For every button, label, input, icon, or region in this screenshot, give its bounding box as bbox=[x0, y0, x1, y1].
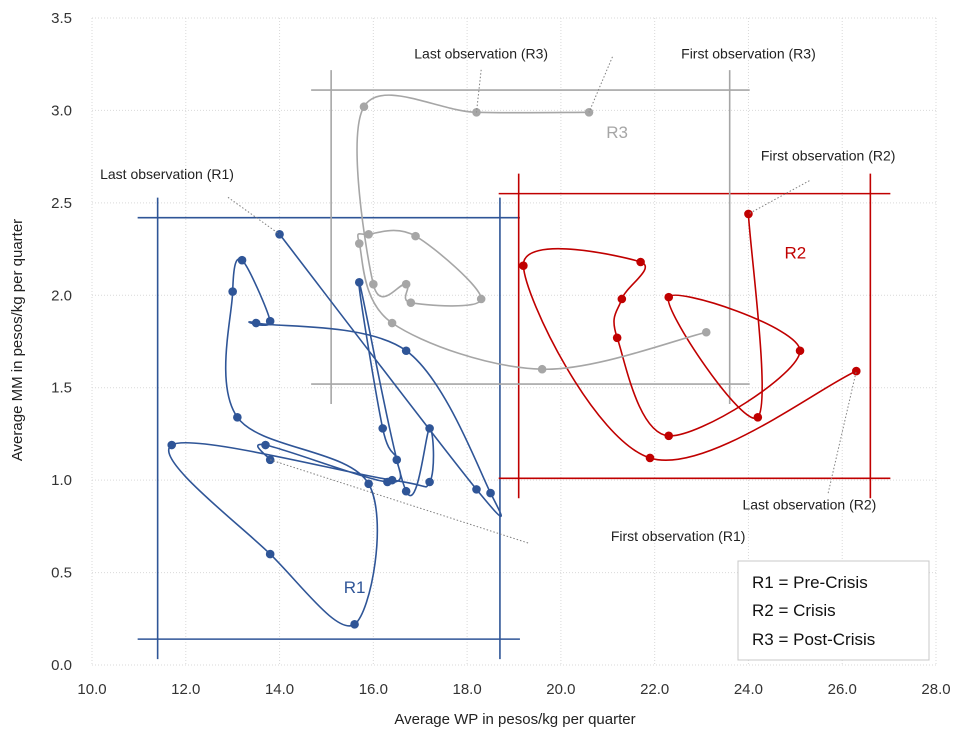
data-point-R3 bbox=[387, 318, 397, 328]
data-point-R1 bbox=[401, 486, 411, 496]
data-point-R1 bbox=[261, 440, 270, 450]
legend-item: R1 = Pre-Crisis bbox=[752, 573, 868, 592]
data-point-R2 bbox=[753, 412, 763, 422]
data-point-R1 bbox=[425, 424, 434, 433]
data-point-R1 bbox=[486, 488, 495, 498]
data-point-R3 bbox=[364, 229, 373, 239]
data-point-R2 bbox=[612, 333, 622, 343]
data-point-R3 bbox=[369, 279, 378, 289]
x-tick-label: 26.0 bbox=[828, 681, 857, 698]
data-point-R2 bbox=[795, 346, 805, 356]
x-tick-label: 24.0 bbox=[734, 681, 763, 698]
data-point-R3 bbox=[411, 231, 420, 241]
data-point-R3 bbox=[406, 298, 416, 307]
x-tick-label: 22.0 bbox=[640, 681, 669, 698]
series-line-R1 bbox=[168, 233, 502, 627]
data-point-R1 bbox=[265, 549, 275, 559]
y-tick-label: 3.5 bbox=[51, 10, 72, 27]
x-tick-label: 16.0 bbox=[359, 681, 388, 698]
data-point-R1 bbox=[387, 475, 397, 485]
data-point-R1 bbox=[265, 316, 275, 326]
data-point-R3 bbox=[354, 239, 364, 248]
region-boxes: R1 R2 R3 bbox=[137, 70, 891, 660]
data-point-R2 bbox=[617, 294, 627, 304]
data-point-R2 bbox=[519, 261, 528, 271]
data-point-R1 bbox=[167, 440, 177, 450]
data-point-R1 bbox=[350, 620, 359, 629]
x-tick-label: 20.0 bbox=[546, 681, 575, 698]
legend: R1 = Pre-Crisis R2 = Crisis R3 = Post-Cr… bbox=[737, 560, 930, 661]
y-tick-label: 0.5 bbox=[51, 565, 72, 582]
series-line-R3 bbox=[356, 94, 707, 371]
x-tick-label: 12.0 bbox=[171, 681, 200, 698]
data-point-R3 bbox=[537, 364, 547, 374]
annotation-leader-line bbox=[475, 69, 482, 113]
region-label: R2 bbox=[784, 243, 806, 262]
data-point-R1 bbox=[425, 477, 434, 487]
data-point-R1 bbox=[237, 255, 247, 265]
data-point-R1 bbox=[251, 318, 261, 328]
region-label: R1 bbox=[344, 578, 366, 597]
annotation-label: First observation (R2) bbox=[761, 147, 896, 163]
annotation-label: First observation (R3) bbox=[681, 46, 816, 62]
x-axis-label: Average WP in pesos/kg per quarter bbox=[394, 711, 635, 728]
x-tick-label: 14.0 bbox=[265, 681, 294, 698]
data-point-R3 bbox=[401, 279, 411, 289]
y-tick-label: 2.0 bbox=[51, 287, 72, 304]
series-points bbox=[167, 102, 861, 629]
y-tick-label: 1.0 bbox=[51, 472, 72, 489]
data-point-R1 bbox=[378, 424, 388, 433]
x-tick-label: 18.0 bbox=[453, 681, 482, 698]
annotation-label: First observation (R1) bbox=[611, 528, 746, 544]
data-point-R1 bbox=[472, 485, 481, 494]
data-point-R2 bbox=[636, 257, 645, 267]
data-point-R1 bbox=[228, 287, 237, 296]
data-point-R1 bbox=[233, 412, 242, 422]
data-point-R3 bbox=[701, 327, 711, 337]
tick-labels: 10.0 12.0 14.0 16.0 18.0 20.0 22.0 24.0 26.0 28.0… bbox=[51, 10, 950, 698]
data-point-R3 bbox=[359, 102, 369, 112]
annotation-leader-line bbox=[748, 180, 810, 215]
data-point-R2 bbox=[664, 292, 674, 302]
y-tick-label: 3.0 bbox=[51, 102, 72, 119]
data-point-R2 bbox=[744, 209, 753, 219]
x-tick-label: 10.0 bbox=[77, 681, 106, 698]
series-line-R2 bbox=[522, 213, 857, 461]
legend-box bbox=[737, 560, 930, 661]
data-point-R1 bbox=[354, 278, 364, 287]
data-point-R1 bbox=[392, 455, 402, 465]
region-label: R3 bbox=[606, 123, 628, 142]
legend-item: R3 = Post-Crisis bbox=[752, 630, 875, 649]
x-tick-label: 28.0 bbox=[921, 681, 950, 698]
y-axis-label: Average MM in pesos/kg per quarter bbox=[9, 219, 26, 461]
y-tick-label: 2.5 bbox=[51, 195, 72, 212]
annotations: Last observation (R3) First observation (… bbox=[100, 46, 895, 544]
data-point-R2 bbox=[645, 453, 655, 463]
annotation-label: Last observation (R1) bbox=[100, 166, 234, 182]
data-point-R1 bbox=[364, 479, 373, 489]
annotation-leader-line bbox=[588, 56, 613, 113]
y-tick-label: 1.5 bbox=[51, 380, 72, 397]
data-point-R2 bbox=[851, 366, 861, 376]
legend-item: R2 = Crisis bbox=[752, 601, 836, 620]
series-paths bbox=[168, 94, 857, 627]
data-point-R3 bbox=[476, 294, 486, 304]
y-tick-label: 0.0 bbox=[51, 657, 72, 674]
annotation-leader-line bbox=[227, 196, 280, 235]
data-point-R2 bbox=[664, 431, 674, 441]
annotation-leader-line bbox=[270, 459, 529, 544]
annotation-label: Last observation (R2) bbox=[742, 497, 876, 513]
data-point-R1 bbox=[401, 346, 411, 356]
annotation-label: Last observation (R3) bbox=[414, 46, 548, 62]
